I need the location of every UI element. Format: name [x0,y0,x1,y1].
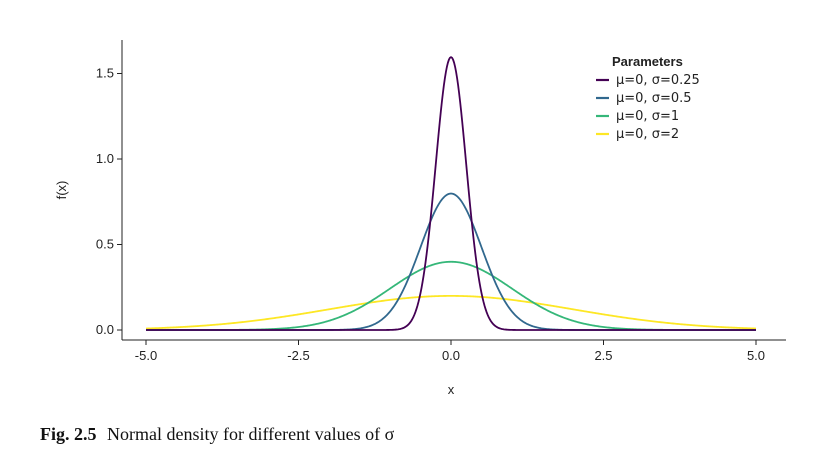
legend-entry: μ=0, σ=0.5 [616,91,692,106]
curves [145,56,757,331]
y-tick-label: 1.0 [96,151,114,166]
legend-entry: μ=0, σ=0.25 [616,73,700,88]
legend-entry: μ=0, σ=2 [616,127,679,142]
axes: 0.0 0.5 1.0 1.5 -5.0 -2.5 0.0 2.5 5.0 x f(x) [54,40,786,397]
series-line-0 [146,56,756,331]
density-chart: 0.0 0.5 1.0 1.5 -5.0 -2.5 0.0 2.5 5.0 x f(x) Param… [54,40,786,397]
x-tick-label: -2.5 [287,348,309,363]
y-axis-title: f(x) [54,181,69,200]
y-tick-label: 0.5 [96,237,114,252]
legend-entry: μ=0, σ=1 [616,109,679,124]
legend-title: Parameters [612,54,683,69]
x-tick-label: 0.0 [442,348,460,363]
caption-text: Normal density for different values of σ [107,424,395,444]
x-tick-label: 2.5 [594,348,612,363]
x-axis-title: x [448,382,455,397]
y-tick-label: 1.5 [96,66,114,81]
x-tick-label: 5.0 [747,348,765,363]
x-tick-label: -5.0 [135,348,157,363]
y-tick-label: 0.0 [96,322,114,337]
series-line-3 [145,294,757,330]
figure-caption: Fig. 2.5 Normal density for different va… [40,424,394,445]
legend: Parameters μ=0, σ=0.25 μ=0, σ=0.5 μ=0, σ=1 μ… [596,54,700,142]
caption-label: Fig. 2.5 [40,424,97,444]
